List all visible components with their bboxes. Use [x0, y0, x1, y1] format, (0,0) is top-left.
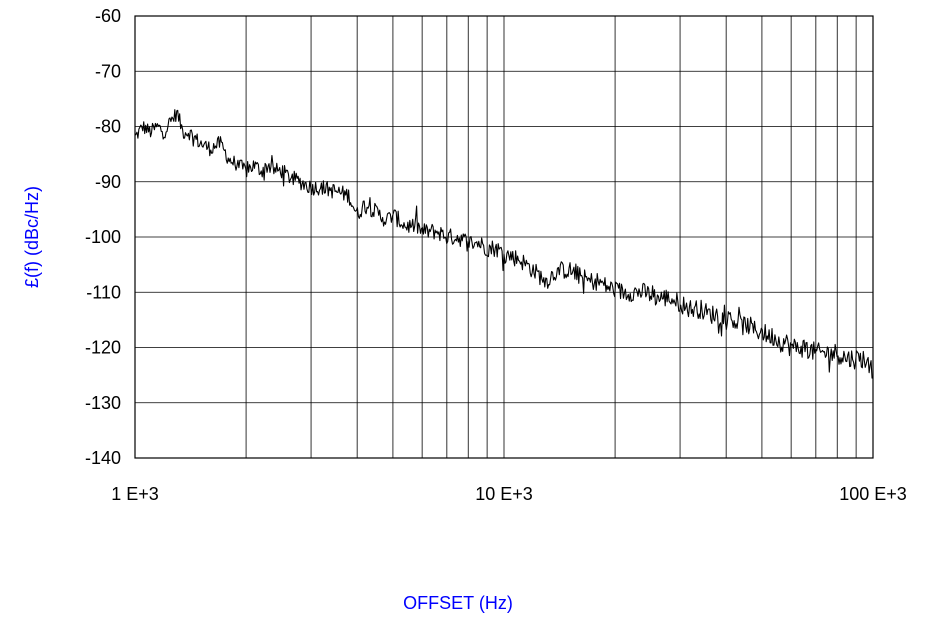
y-tick-label: -70 [95, 61, 121, 81]
grid [135, 15, 873, 459]
series-line [134, 109, 874, 379]
y-tick-label: -140 [85, 448, 121, 468]
plot-frame [134, 15, 874, 459]
y-tick-label: -80 [95, 117, 121, 137]
y-tick-label: -90 [95, 172, 121, 192]
y-tick-label: -130 [85, 393, 121, 413]
y-axis-ticks: -60 -70 -80 -90 -100 -110 -120 -130 -140 [85, 6, 121, 468]
x-tick-label: 10 E+3 [475, 484, 533, 504]
y-tick-label: -100 [85, 227, 121, 247]
x-axis-title: OFFSET (Hz) [403, 593, 513, 613]
x-tick-label: 1 E+3 [111, 484, 159, 504]
x-axis-ticks: 1 E+3 10 E+3 100 E+3 [111, 484, 907, 504]
y-axis-title: £(f) (dBc/Hz) [22, 186, 42, 288]
y-tick-label: -110 [86, 282, 121, 302]
x-tick-label: 100 E+3 [839, 484, 907, 504]
y-tick-label: -60 [95, 6, 121, 26]
plot-area [134, 109, 874, 379]
y-tick-label: -120 [85, 338, 121, 358]
